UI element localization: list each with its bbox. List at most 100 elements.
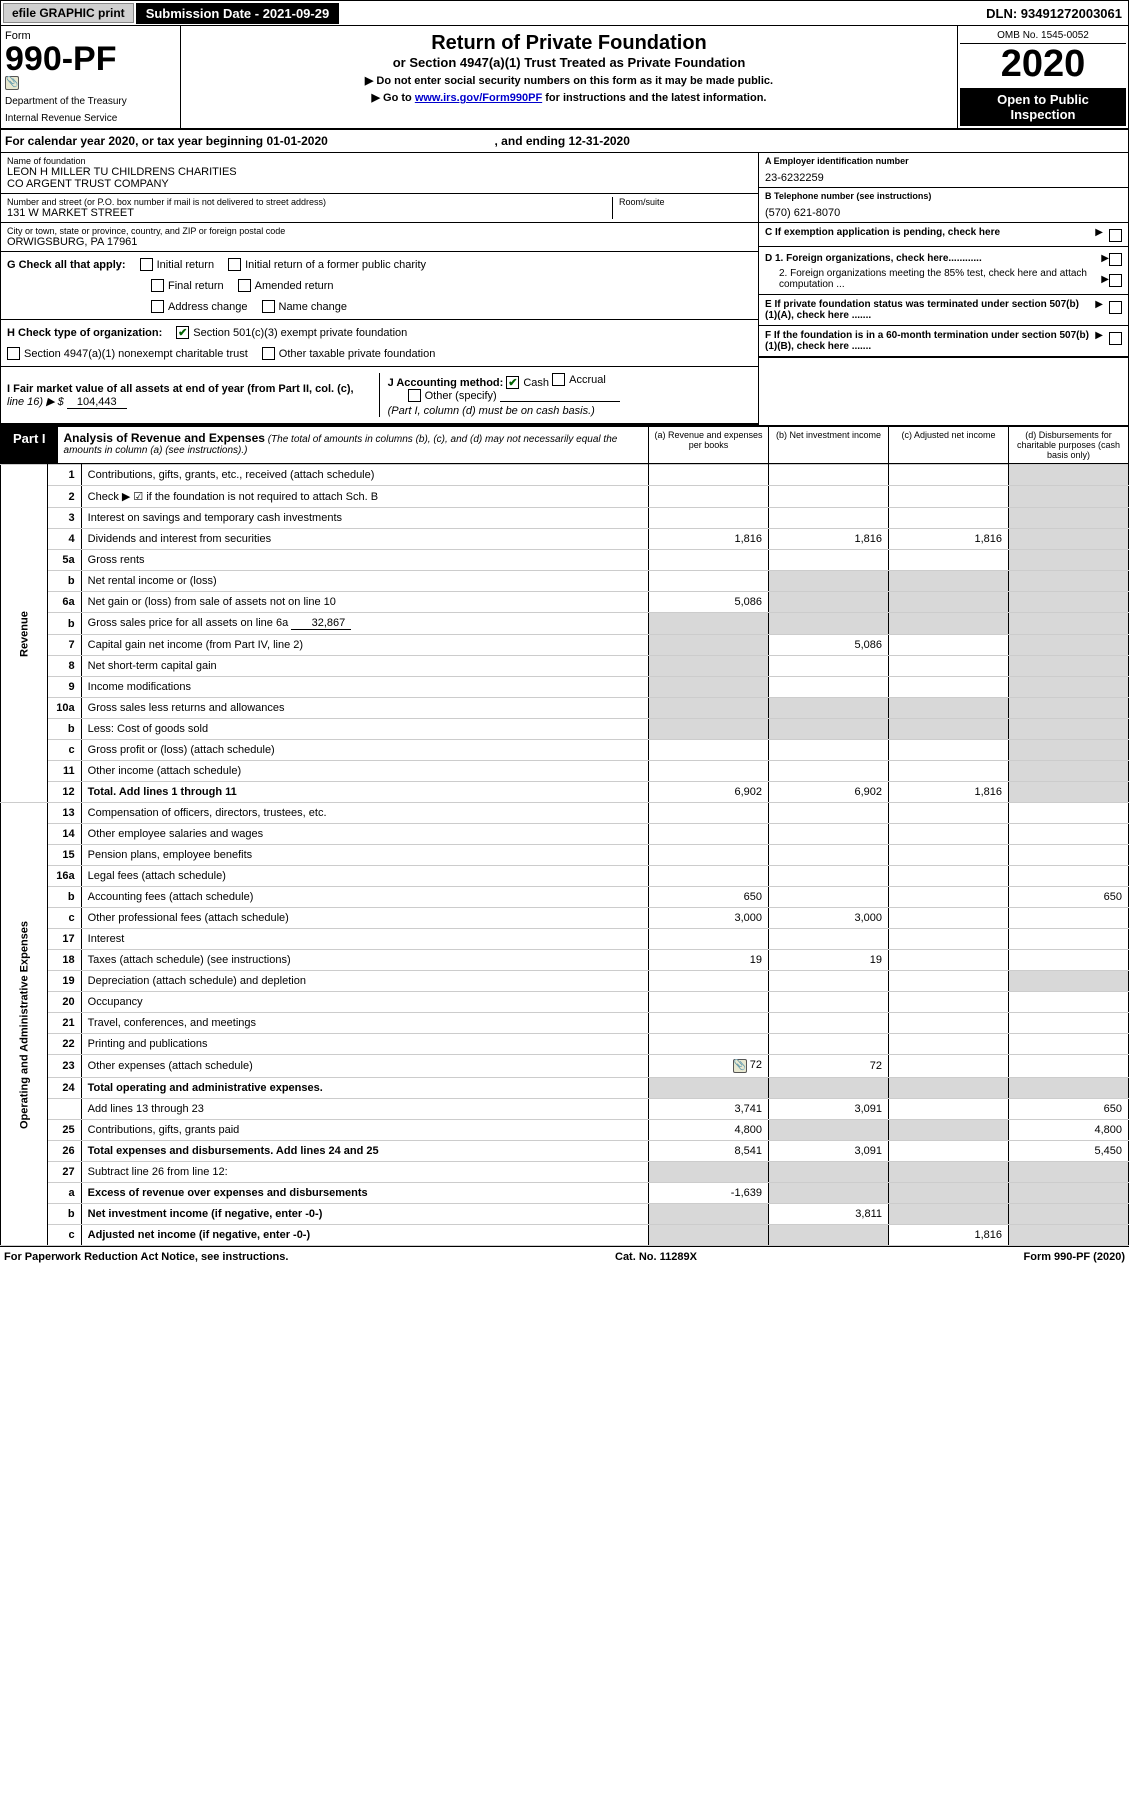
- val-cell: [889, 1162, 1009, 1183]
- efile-print-button[interactable]: efile GRAPHIC print: [3, 3, 134, 23]
- val-cell: [1009, 550, 1129, 571]
- row-num: 4: [47, 529, 81, 550]
- cb-other-acc[interactable]: [408, 389, 421, 402]
- table-row: 23Other expenses (attach schedule)📎 7272: [1, 1055, 1129, 1078]
- form-number: 990-PF: [5, 42, 176, 76]
- val-cell: [649, 761, 769, 782]
- val-cell: [889, 1078, 1009, 1099]
- addr-val: 131 W MARKET STREET: [7, 207, 612, 219]
- c-lbl: C If exemption application is pending, c…: [765, 227, 1000, 238]
- table-row: 22Printing and publications: [1, 1034, 1129, 1055]
- j-other: Other (specify): [425, 390, 497, 402]
- val-cell: [1009, 971, 1129, 992]
- val-cell: [1009, 1162, 1129, 1183]
- row-num: 10a: [47, 698, 81, 719]
- val-cell: [769, 571, 889, 592]
- row-num: 25: [47, 1120, 81, 1141]
- val-cell: [769, 740, 889, 761]
- row-num: 21: [47, 1013, 81, 1034]
- g-final: Final return: [168, 280, 224, 292]
- cb-addr[interactable]: [151, 300, 164, 313]
- row-desc: Compensation of officers, directors, tru…: [81, 803, 648, 824]
- row-num: 27: [47, 1162, 81, 1183]
- cb-cash[interactable]: ✔: [506, 376, 519, 389]
- val-cell: [889, 1055, 1009, 1078]
- table-row: 24Total operating and administrative exp…: [1, 1078, 1129, 1099]
- val-cell: [1009, 529, 1129, 550]
- val-cell: [769, 992, 889, 1013]
- cb-e[interactable]: [1109, 301, 1122, 314]
- row-num: c: [47, 740, 81, 761]
- val-cell: [649, 613, 769, 635]
- attachment-icon[interactable]: 📎: [733, 1059, 747, 1073]
- g-addr-change: Address change: [168, 301, 248, 313]
- header-center: Return of Private Foundation or Section …: [181, 26, 958, 128]
- e-lbl: E If private foundation status was termi…: [765, 299, 1089, 321]
- val-cell: [1009, 571, 1129, 592]
- f-box: F If the foundation is in a 60-month ter…: [759, 326, 1128, 358]
- val-cell: [649, 1162, 769, 1183]
- row-num: c: [47, 1225, 81, 1246]
- cb-4947[interactable]: [7, 347, 20, 360]
- name-1: LEON H MILLER TU CHILDRENS CHARITIES: [7, 166, 752, 178]
- val-cell: [889, 992, 1009, 1013]
- val-cell: [769, 550, 889, 571]
- c-box: C If exemption application is pending, c…: [759, 223, 1128, 247]
- row-desc: Other employee salaries and wages: [81, 824, 648, 845]
- val-cell: [649, 486, 769, 508]
- cb-other-tax[interactable]: [262, 347, 275, 360]
- e-box: E If private foundation status was termi…: [759, 295, 1128, 326]
- col-b: (b) Net investment income: [768, 427, 888, 463]
- cb-f[interactable]: [1109, 332, 1122, 345]
- cb-accrual[interactable]: [552, 373, 565, 386]
- val-cell: [889, 866, 1009, 887]
- cb-final[interactable]: [151, 279, 164, 292]
- val-cell: [769, 1183, 889, 1204]
- val-cell: [1009, 740, 1129, 761]
- val-cell: [1009, 508, 1129, 529]
- row-desc: Net investment income (if negative, ente…: [81, 1204, 648, 1225]
- val-cell: [1009, 1183, 1129, 1204]
- table-row: 11Other income (attach schedule): [1, 761, 1129, 782]
- val-cell: 650: [649, 887, 769, 908]
- row-desc: Check ▶ ☑ if the foundation is not requi…: [81, 486, 648, 508]
- attachment-icon[interactable]: 📎: [5, 76, 19, 90]
- val-cell: [769, 508, 889, 529]
- val-cell: [649, 1078, 769, 1099]
- val-cell: 6,902: [649, 782, 769, 803]
- val-cell: [889, 635, 1009, 656]
- row-num: 13: [47, 803, 81, 824]
- row-desc: Interest: [81, 929, 648, 950]
- irs-link[interactable]: www.irs.gov/Form990PF: [415, 92, 542, 104]
- val-cell: 72: [769, 1055, 889, 1078]
- form-note-link: ▶ Go to www.irs.gov/Form990PF for instru…: [187, 91, 951, 104]
- table-row: bNet rental income or (loss): [1, 571, 1129, 592]
- city-cell: City or town, state or province, country…: [1, 223, 758, 252]
- cb-c[interactable]: [1109, 229, 1122, 242]
- cb-d1[interactable]: [1109, 253, 1122, 266]
- dln-label: DLN: 93491272003061: [986, 6, 1128, 21]
- val-cell: [1009, 824, 1129, 845]
- cat-no: Cat. No. 11289X: [615, 1251, 697, 1263]
- addr-cell: Number and street (or P.O. box number if…: [1, 194, 758, 223]
- h-4947: Section 4947(a)(1) nonexempt charitable …: [24, 348, 248, 360]
- val-cell: [769, 887, 889, 908]
- submission-date-label: Submission Date - 2021-09-29: [136, 3, 340, 24]
- cb-name[interactable]: [262, 300, 275, 313]
- val-cell: [769, 929, 889, 950]
- cb-501c3[interactable]: ✔: [176, 326, 189, 339]
- cb-amended[interactable]: [238, 279, 251, 292]
- row-num: 15: [47, 845, 81, 866]
- row-num: 6a: [47, 592, 81, 613]
- table-row: bAccounting fees (attach schedule)650650: [1, 887, 1129, 908]
- d2-arrow-icon: ▶: [1101, 274, 1109, 285]
- cb-d2[interactable]: [1109, 274, 1122, 287]
- val-cell: [1009, 1034, 1129, 1055]
- page-footer: For Paperwork Reduction Act Notice, see …: [0, 1246, 1129, 1267]
- cb-initial-former[interactable]: [228, 258, 241, 271]
- pra-notice: For Paperwork Reduction Act Notice, see …: [4, 1251, 288, 1263]
- row-num: 5a: [47, 550, 81, 571]
- val-cell: [649, 508, 769, 529]
- cb-initial[interactable]: [140, 258, 153, 271]
- calendar-year-row: For calendar year 2020, or tax year begi…: [0, 130, 1129, 153]
